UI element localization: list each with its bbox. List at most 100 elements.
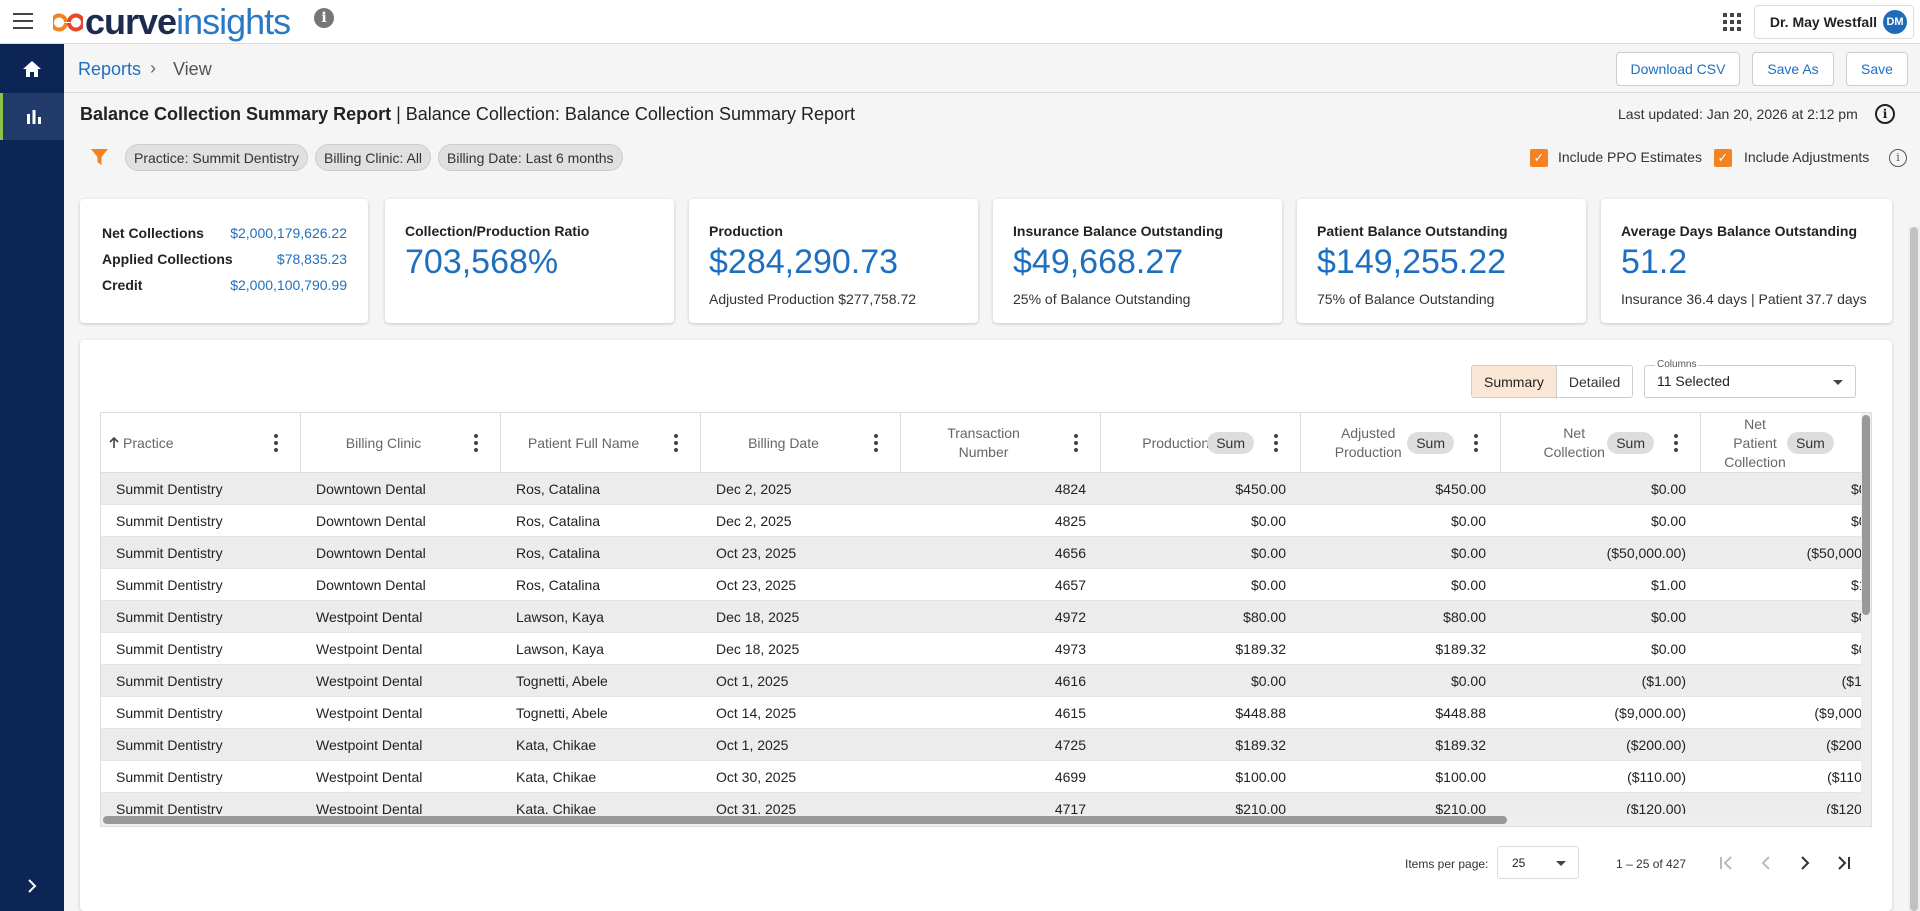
cell-billing-clinic: Westpoint Dental (316, 705, 423, 721)
page-vertical-scrollbar[interactable] (1908, 227, 1920, 911)
cell-billing-clinic: Westpoint Dental (316, 801, 423, 817)
column-header-billing-date[interactable]: Billing Date (701, 413, 901, 473)
cell-billing-clinic: Westpoint Dental (316, 737, 423, 753)
kebab-menu-icon[interactable] (666, 434, 686, 452)
column-header-production[interactable]: Production Sum (1101, 413, 1301, 473)
breadcrumb-reports-link[interactable]: Reports (78, 59, 142, 79)
kebab-menu-icon[interactable] (266, 434, 286, 452)
breadcrumb-separator: › (150, 58, 156, 78)
info-icon[interactable]: i (314, 8, 334, 28)
info-icon[interactable]: i (1889, 149, 1907, 167)
table-row[interactable]: Summit Dentistry Downtown Dental Ros, Cata… (101, 569, 1871, 601)
table-row[interactable]: Summit Dentistry Westpoint Dental Kata, Ch… (101, 729, 1871, 761)
last-page-icon (1838, 856, 1850, 870)
column-header-net-collection[interactable]: Net Collection Sum (1501, 413, 1701, 473)
columns-select-label: Columns (1655, 359, 1699, 370)
kv-label: Applied Collections (102, 251, 233, 267)
nav-home[interactable] (0, 45, 64, 92)
table-row[interactable]: Summit Dentistry Westpoint Dental Kata, Ch… (101, 761, 1871, 793)
column-header-patient-full-name[interactable]: Patient Full Name (501, 413, 701, 473)
scrollbar-thumb[interactable] (1910, 227, 1918, 911)
sum-aggregate-chip[interactable]: Sum (1787, 432, 1834, 454)
first-page-button[interactable] (1713, 850, 1739, 876)
previous-page-button[interactable] (1753, 850, 1779, 876)
cell-adjusted-production: $0.00 (1450, 513, 1486, 529)
summary-toggle-button[interactable]: Summary (1472, 366, 1557, 397)
table-vertical-scrollbar[interactable] (1861, 413, 1871, 826)
save-button[interactable]: Save (1846, 52, 1908, 86)
cell-billing-date: Oct 1, 2025 (716, 673, 789, 689)
avatar: DM (1883, 10, 1907, 34)
cell-net-patient-collection: $1.00 (1701, 569, 1871, 601)
column-header-label: Production (1142, 435, 1210, 451)
next-page-button[interactable] (1792, 850, 1818, 876)
table-row[interactable]: Summit Dentistry Downtown Dental Ros, Cata… (101, 505, 1871, 537)
table-horizontal-scrollbar[interactable] (101, 814, 1871, 826)
column-header-label: Billing Clinic (345, 434, 422, 451)
scrollbar-thumb[interactable] (1862, 415, 1870, 615)
expand-nav-button[interactable] (0, 864, 64, 908)
cell-patient-full-name: Kata, Chikae (516, 769, 597, 785)
cell-practice: Summit Dentistry (116, 609, 223, 625)
kebab-menu-icon[interactable] (1666, 434, 1686, 452)
menu-icon[interactable] (13, 13, 33, 29)
cell-transaction-number: 4657 (1054, 577, 1086, 593)
cell-production: $189.32 (1235, 737, 1286, 753)
sum-aggregate-chip[interactable]: Sum (1407, 432, 1454, 454)
items-per-page-select[interactable]: 25 (1497, 846, 1579, 879)
filter-chip-practice[interactable]: Practice: Summit Dentistry (125, 144, 308, 171)
download-csv-button[interactable]: Download CSV (1616, 52, 1740, 86)
filter-chip-billing-clinic[interactable]: Billing Clinic: All (315, 144, 432, 171)
column-header-net-patient-collection[interactable]: Net Patient Collection Sum (1701, 413, 1871, 473)
cell-production: $210.00 (1235, 801, 1286, 817)
column-header-transaction-number[interactable]: Transaction Number (901, 413, 1101, 473)
columns-select-value: 11 Selected (1657, 373, 1730, 389)
kebab-menu-icon[interactable] (466, 434, 486, 452)
card-value: 703,568% (405, 243, 559, 281)
info-icon[interactable]: i (1875, 104, 1895, 124)
user-menu-button[interactable]: Dr. May Westfall DM (1754, 5, 1914, 39)
table-row[interactable]: Summit Dentistry Downtown Dental Ros, Cata… (101, 537, 1871, 569)
card-label: Average Days Balance Outstanding (1621, 223, 1858, 239)
last-page-button[interactable] (1831, 850, 1857, 876)
cell-billing-date: Oct 31, 2025 (716, 801, 797, 817)
cell-billing-date: Oct 30, 2025 (716, 769, 797, 785)
user-name: Dr. May Westfall (1769, 14, 1877, 30)
save-as-button[interactable]: Save As (1752, 52, 1834, 86)
cell-net-collection: ($120.00) (1626, 801, 1686, 817)
filter-icon[interactable] (91, 149, 108, 165)
cell-patient-full-name: Kata, Chikae (516, 737, 597, 753)
nav-reports[interactable] (0, 93, 64, 140)
cell-adjusted-production: $189.32 (1435, 641, 1486, 657)
column-header-billing-clinic[interactable]: Billing Clinic (301, 413, 501, 473)
app-logo[interactable]: curve insights (53, 1, 291, 42)
detailed-toggle-button[interactable]: Detailed (1556, 366, 1633, 397)
patient-balance-card: Patient Balance Outstanding $149,255.22 … (1297, 199, 1586, 323)
next-page-icon (1801, 856, 1810, 870)
table-row[interactable]: Summit Dentistry Westpoint Dental Lawson, … (101, 633, 1871, 665)
kebab-menu-icon[interactable] (1466, 434, 1486, 452)
scrollbar-thumb[interactable] (103, 816, 1507, 824)
kebab-menu-icon[interactable] (866, 434, 886, 452)
cell-net-collection: ($200.00) (1626, 737, 1686, 753)
columns-select[interactable]: Columns 11 Selected (1644, 359, 1856, 398)
table-row[interactable]: Summit Dentistry Westpoint Dental Lawson, … (101, 601, 1871, 633)
previous-page-icon (1761, 856, 1770, 870)
collections-card: Net Collections $2,000,179,626.22 Applied… (80, 199, 368, 323)
column-header-adjusted-production[interactable]: Adjusted Production Sum (1301, 413, 1501, 473)
table-row[interactable]: Summit Dentistry Westpoint Dental Tognetti… (101, 697, 1871, 729)
include-ppo-checkbox[interactable]: ✓ (1530, 149, 1548, 167)
kebab-menu-icon[interactable] (1266, 434, 1286, 452)
sum-aggregate-chip[interactable]: Sum (1607, 432, 1654, 454)
table-row[interactable]: Summit Dentistry Westpoint Dental Tognetti… (101, 665, 1871, 697)
filter-chip-billing-date[interactable]: Billing Date: Last 6 months (438, 144, 623, 171)
column-header-practice[interactable]: Practice (101, 413, 301, 473)
apps-grid-icon[interactable] (1723, 13, 1741, 31)
column-header-label: Billing Date (748, 434, 819, 451)
table-row[interactable]: Summit Dentistry Downtown Dental Ros, Cata… (101, 473, 1871, 505)
cell-patient-full-name: Ros, Catalina (516, 577, 601, 593)
kebab-menu-icon[interactable] (1066, 434, 1086, 452)
include-adjustments-checkbox[interactable]: ✓ (1714, 149, 1732, 167)
sum-aggregate-chip[interactable]: Sum (1207, 432, 1254, 454)
cell-practice: Summit Dentistry (116, 481, 223, 497)
